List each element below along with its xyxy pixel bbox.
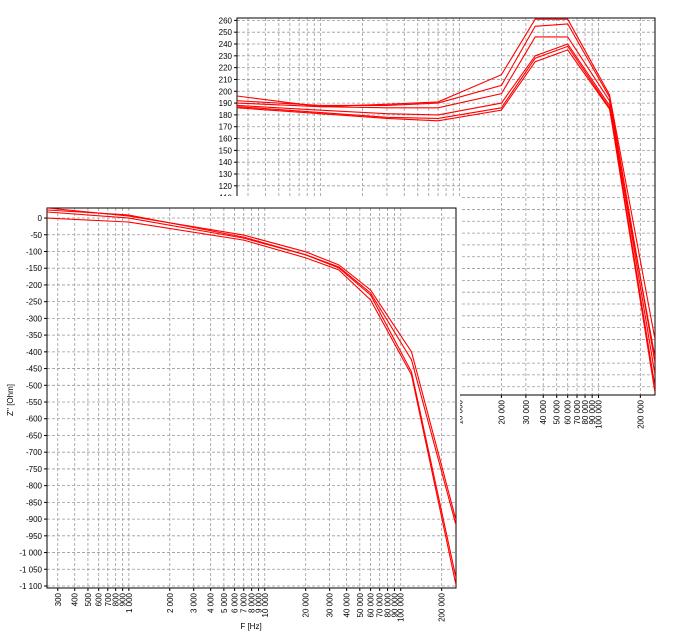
x-tick-label: 200 000 bbox=[636, 399, 645, 428]
data-line bbox=[237, 36, 655, 376]
y-tick-label: 160 bbox=[219, 135, 233, 144]
y-tick-label: -350 bbox=[26, 331, 43, 340]
x-tick-label: 200 000 bbox=[438, 592, 447, 621]
x-tick-label: 60 000 bbox=[367, 592, 376, 617]
x-tick-label: 300 bbox=[54, 592, 63, 606]
y-tick-label: -1 100 bbox=[19, 582, 42, 591]
x-tick-label: 20 000 bbox=[497, 399, 506, 424]
x-axis-label: F [Hz] bbox=[240, 622, 261, 631]
y-tick-label: 150 bbox=[219, 146, 233, 155]
x-tick-label: 5 000 bbox=[220, 592, 229, 613]
x-tick-label: 10 000 bbox=[456, 399, 465, 424]
x-tick-label: 90 000 bbox=[391, 592, 400, 617]
y-tick-label: -900 bbox=[26, 515, 43, 524]
front-chart: F [Hz] Z'' [Ohm] 0 -50 -100 -150 -200 -250 -30… bbox=[6, 207, 457, 631]
data-line bbox=[237, 45, 655, 393]
y-tick-label: -200 bbox=[26, 281, 43, 290]
y-tick-label: 140 bbox=[219, 158, 233, 167]
x-tick-label: 50 000 bbox=[356, 592, 365, 617]
x-tick-label: 20 000 bbox=[302, 592, 311, 617]
x-tick-label: 1 000 bbox=[125, 592, 134, 613]
y-tick-label: 210 bbox=[219, 75, 233, 84]
x-tick-label: 100 000 bbox=[397, 592, 406, 621]
x-tick-label: 2 000 bbox=[166, 592, 175, 613]
y-tick-label: -100 bbox=[26, 247, 43, 256]
data-line bbox=[47, 217, 456, 586]
y-tick-label: -450 bbox=[26, 365, 43, 374]
x-tick-label: 90 000 bbox=[588, 399, 597, 424]
y-tick-label: -800 bbox=[26, 482, 43, 491]
x-tick-label: 40 000 bbox=[343, 592, 352, 617]
y-tick-label: 0 bbox=[38, 214, 43, 223]
y-tick-label: -700 bbox=[26, 448, 43, 457]
x-tick-label: 900 bbox=[119, 592, 128, 606]
x-tick-label: 7 000 bbox=[240, 592, 249, 613]
x-tick-label: 700 bbox=[104, 592, 113, 606]
data-line bbox=[237, 23, 655, 364]
x-tick-label: 30 000 bbox=[326, 592, 335, 617]
y-tick-label: 180 bbox=[219, 111, 233, 120]
x-tick-label: 60 000 bbox=[564, 399, 573, 424]
y-tick-label: 240 bbox=[219, 40, 233, 49]
y-tick-label: 200 bbox=[219, 87, 233, 96]
x-tick-label: 10 000 bbox=[261, 592, 270, 617]
y-tick-label: -750 bbox=[26, 465, 43, 474]
y-tick-label: -1 000 bbox=[19, 549, 42, 558]
x-tick-label: 9 000 bbox=[255, 592, 264, 613]
x-tick-label: 500 bbox=[84, 592, 93, 606]
y-tick-label: -850 bbox=[26, 498, 43, 507]
x-tick-label: 80 000 bbox=[581, 399, 590, 424]
y-tick-label: -1 050 bbox=[19, 565, 42, 574]
y-tick-label: -600 bbox=[26, 415, 43, 424]
y-tick-label: -400 bbox=[26, 348, 43, 357]
y-tick-label: 170 bbox=[219, 123, 233, 132]
y-tick-label: 190 bbox=[219, 99, 233, 108]
x-tick-label: 100 000 bbox=[595, 399, 604, 428]
x-tick-label: 600 bbox=[95, 592, 104, 606]
y-tick-label: 130 bbox=[219, 170, 233, 179]
data-line bbox=[237, 43, 655, 387]
x-tick-label: 4 000 bbox=[207, 592, 216, 613]
y-tick-label: -650 bbox=[26, 431, 43, 440]
y-tick-label: 220 bbox=[219, 64, 233, 73]
x-tick-label: 400 bbox=[71, 592, 80, 606]
y-tick-label: -150 bbox=[26, 264, 43, 273]
y-tick-label: -500 bbox=[26, 381, 43, 390]
x-tick-label: 8 000 bbox=[248, 592, 257, 613]
y-tick-label: -300 bbox=[26, 314, 43, 323]
y-axis-label: Z'' [Ohm] bbox=[6, 384, 15, 416]
x-tick-label: 3 000 bbox=[190, 592, 199, 613]
x-tick-label: 70 000 bbox=[376, 592, 385, 617]
y-tick-label: -250 bbox=[26, 298, 43, 307]
x-tick-label: 70 000 bbox=[573, 399, 582, 424]
x-tick-label: 6 000 bbox=[231, 592, 240, 613]
y-tick-label: 260 bbox=[219, 16, 233, 25]
x-tick-label: 80 000 bbox=[384, 592, 393, 617]
x-tick-label: 30 000 bbox=[522, 399, 531, 424]
data-line bbox=[237, 49, 655, 358]
y-tick-label: 230 bbox=[219, 52, 233, 61]
y-tick-label: -550 bbox=[26, 398, 43, 407]
front-panel bbox=[0, 196, 460, 644]
back-chart: 260 250 240 230 220 210 200 190 180 170 160 150 140 1… bbox=[219, 16, 656, 429]
y-tick-label: -950 bbox=[26, 532, 43, 541]
plot-frame bbox=[46, 207, 457, 589]
x-tick-label: 50 000 bbox=[553, 399, 562, 424]
y-tick-label: -50 bbox=[30, 231, 42, 240]
y-tick-label: 250 bbox=[219, 28, 233, 37]
data-line bbox=[47, 211, 456, 526]
x-tick-label: 40 000 bbox=[539, 399, 548, 424]
x-tick-label: 800 bbox=[112, 592, 121, 606]
y-tick-label: 120 bbox=[219, 182, 233, 191]
